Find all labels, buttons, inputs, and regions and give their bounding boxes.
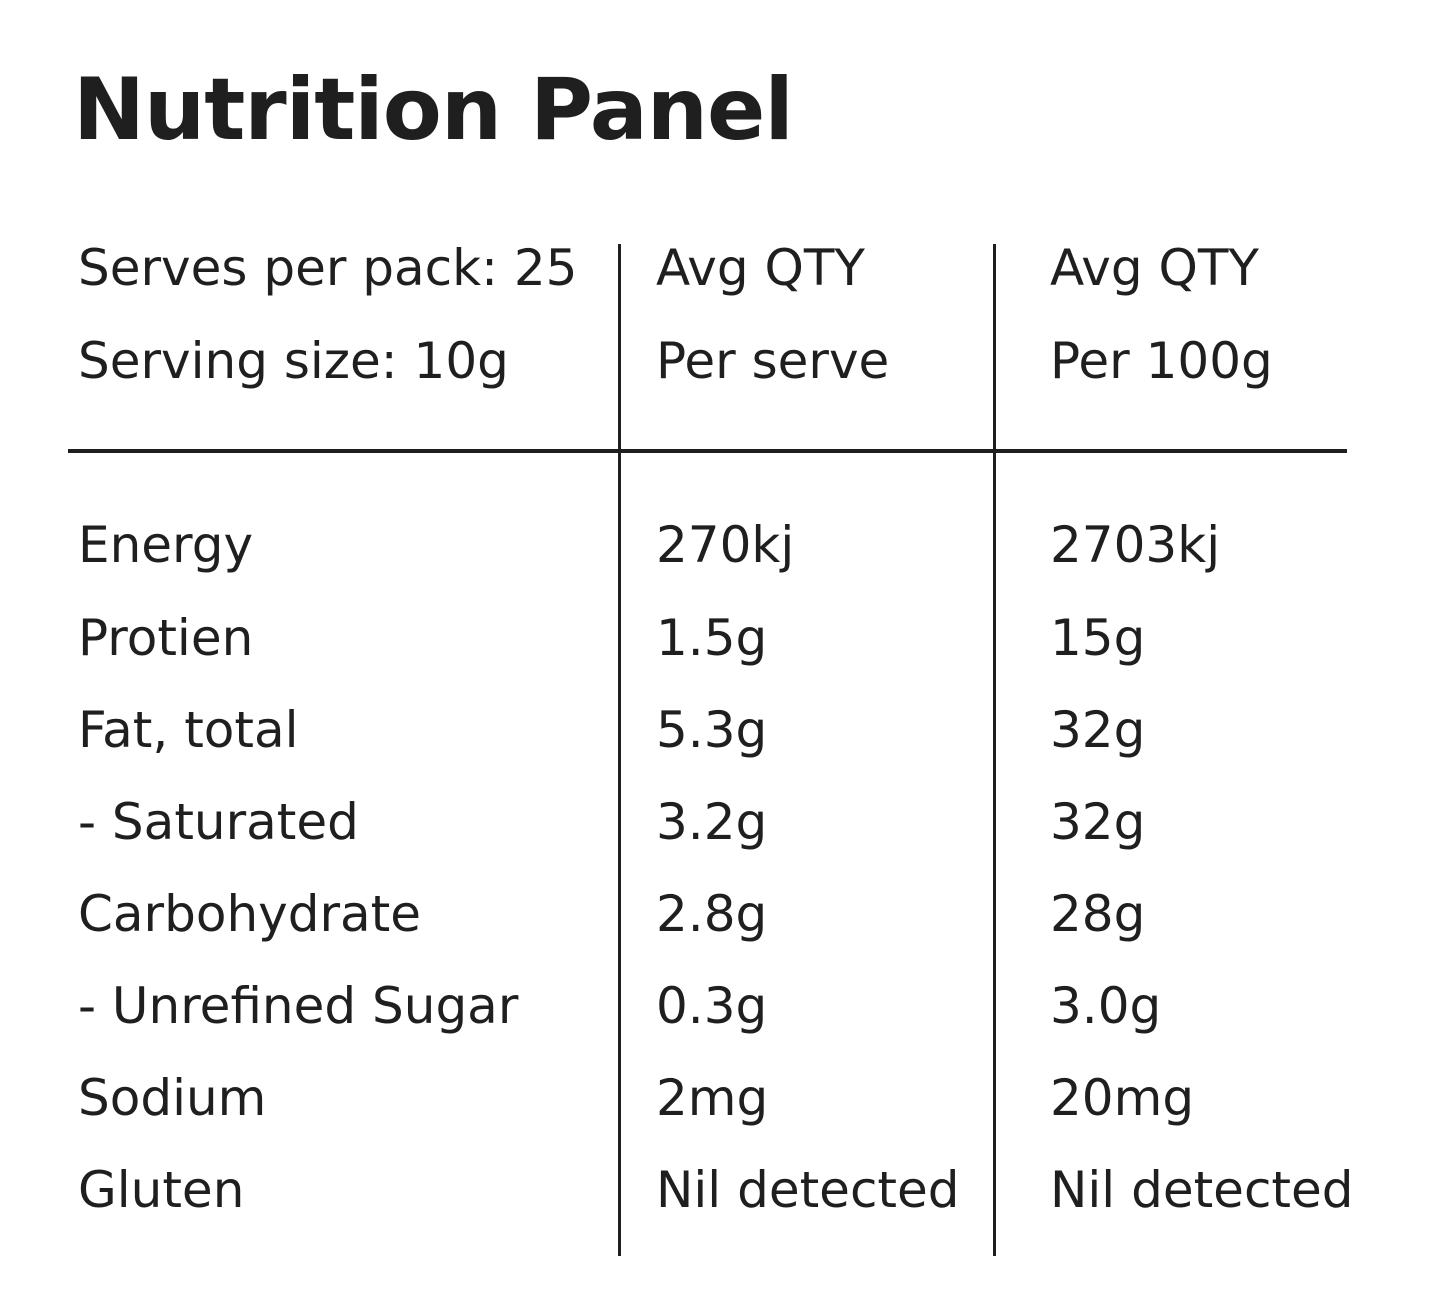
serving-size-label: Serving size: 10g xyxy=(78,332,509,390)
per-serve-value: 3.2g xyxy=(656,793,768,851)
per-100g-header-line2: Per 100g xyxy=(1050,332,1273,390)
nutrient-label: - Saturated xyxy=(78,793,359,851)
per-100g-value: 32g xyxy=(1050,701,1146,759)
nutrient-label: Gluten xyxy=(78,1161,245,1219)
per-100g-value: 32g xyxy=(1050,793,1146,851)
serves-per-pack-label: Serves per pack: 25 xyxy=(78,239,578,297)
per-100g-value: Nil detected xyxy=(1050,1161,1354,1219)
nutrient-label: - Unrefined Sugar xyxy=(78,977,519,1035)
column-divider-2 xyxy=(993,244,996,1256)
nutrient-label: Carbohydrate xyxy=(78,885,422,943)
nutrient-label: Energy xyxy=(78,516,254,574)
per-100g-value: 28g xyxy=(1050,885,1146,943)
nutrient-label: Sodium xyxy=(78,1069,267,1127)
per-serve-value: 270kj xyxy=(656,516,795,574)
per-100g-value: 3.0g xyxy=(1050,977,1162,1035)
per-100g-value: 20mg xyxy=(1050,1069,1195,1127)
column-divider-1 xyxy=(618,244,621,1256)
page-title: Nutrition Panel xyxy=(73,60,794,160)
header-divider xyxy=(68,449,1347,453)
per-serve-header-line1: Avg QTY xyxy=(656,239,865,297)
per-100g-value: 15g xyxy=(1050,609,1146,667)
per-serve-value: 2mg xyxy=(656,1069,769,1127)
per-serve-value: 1.5g xyxy=(656,609,768,667)
nutrient-label: Protien xyxy=(78,609,254,667)
per-100g-value: 2703kj xyxy=(1050,516,1221,574)
per-serve-value: Nil detected xyxy=(656,1161,960,1219)
per-serve-value: 2.8g xyxy=(656,885,768,943)
per-serve-value: 0.3g xyxy=(656,977,768,1035)
per-serve-value: 5.3g xyxy=(656,701,768,759)
nutrient-label: Fat, total xyxy=(78,701,299,759)
per-100g-header-line1: Avg QTY xyxy=(1050,239,1259,297)
per-serve-header-line2: Per serve xyxy=(656,332,890,390)
